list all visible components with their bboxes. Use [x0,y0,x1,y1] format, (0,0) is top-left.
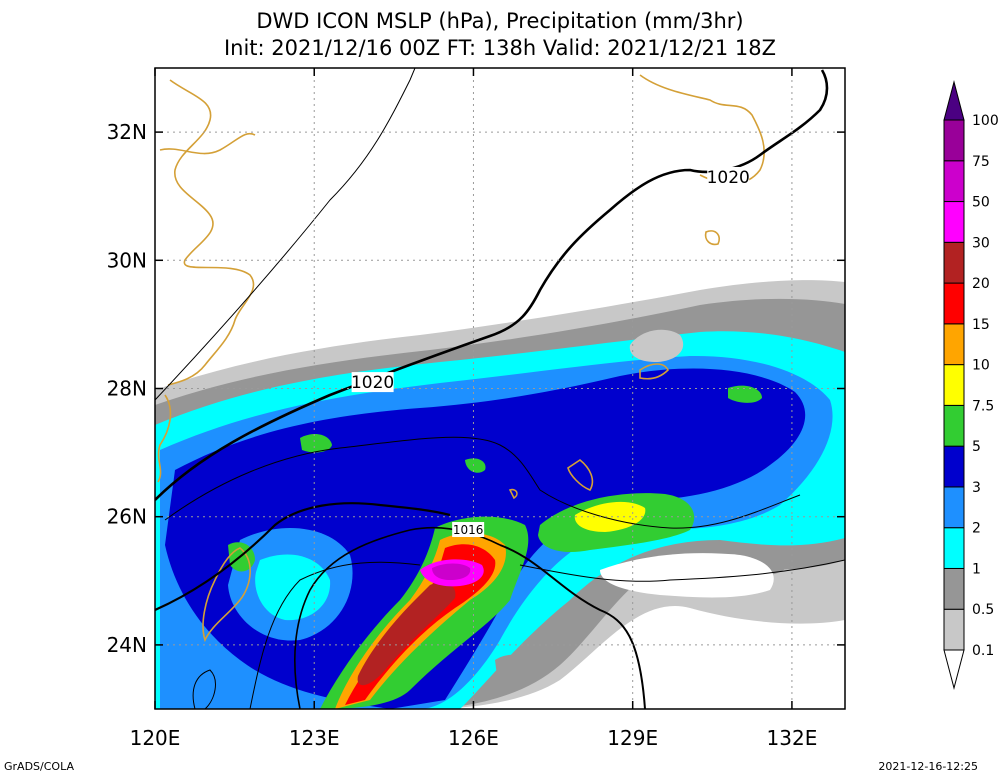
lon-tick-label-4: 132E [767,726,818,750]
colorbar-swatch-2 [943,527,965,569]
isobar-thin-d [519,559,845,582]
isobar-1016-west [294,526,501,709]
colorbar-max-triangle [943,80,965,121]
miyako-island [508,488,518,500]
isobar-label-bg-1 [707,166,750,187]
colorbar-label-10: 30 [972,235,990,251]
isobars [155,68,845,709]
isobar-thin-b [164,436,801,529]
colorbar-label-4: 3 [972,480,981,496]
colorbar-label-3: 2 [972,521,981,537]
colorbar-swatch-7 [943,323,965,366]
isobar-thin-c [249,561,421,709]
precip-5-b [728,385,762,403]
colorbar-swatch-12 [943,119,965,162]
colorbar-min-triangle [943,649,965,690]
colorbar-label-12: 75 [972,154,990,170]
lat-tick-label-3: 30N [107,248,147,272]
colorbar-swatch-4 [943,445,965,488]
amami-island [639,363,669,380]
precip-5-e [465,458,486,473]
lat-tick-label-1: 26N [107,505,147,529]
isobar-1020-south [155,502,451,612]
colorbar-swatch-9 [943,241,965,284]
tanegashima [704,230,721,246]
colorbar-swatch-10 [943,201,965,243]
precip-1-pocket [255,554,331,621]
colorbar-label-11: 50 [972,195,990,211]
footer-timestamp: 2021-12-16-12:25 [878,760,978,773]
lat-tick-label-4: 32N [107,120,147,144]
lon-tick-label-0: 120E [130,726,181,750]
colorbar-label-8: 15 [972,317,990,333]
lon-tick-label-2: 126E [448,726,499,750]
precip-5-a [300,434,332,453]
precip-20 [357,582,456,686]
isobar-label-1: 1020 [707,168,750,188]
map-subtitle: Init: 2021/12/16 00Z FT: 138h Valid: 202… [223,36,777,60]
lat-tick-label-2: 28N [107,377,147,401]
colorbar-label-9: 20 [972,276,990,292]
precipitation-field [155,280,845,709]
isobar-label-bg-0 [351,372,394,393]
isobar-label-2: 1016 [453,523,484,537]
colorbar-label-6: 7.5 [972,398,994,414]
colorbar-label-5: 5 [972,439,981,455]
colorbar-swatch-8 [943,282,965,325]
isobar-1020 [155,69,829,501]
precip-0.5-cell-c [495,654,535,684]
taiwan-coast [202,547,251,643]
colorbar-swatch-0 [943,608,965,651]
colorbar-label-2: 1 [972,561,981,577]
lon-tick-label-1: 123E [289,726,340,750]
colorbar: 0.1 0.5 1 2 3 5 7.5 10 15 20 30 50 75 100 [943,80,999,690]
footer-credit: GrADS/COLA [4,760,74,773]
isobar-thin-e [192,669,216,709]
okinawa-island [567,459,594,491]
colorbar-label-0: 0.1 [972,643,994,659]
colorbar-swatch-6 [943,364,965,406]
zhejiang-coast [157,394,172,483]
precip-50 [432,563,471,580]
isobar-label-bg-2 [452,522,485,538]
colorbar-label-13: 100 [972,113,999,129]
lon-tick-label-3: 129E [607,726,658,750]
precip-0.1-cell-a [629,329,684,362]
axes: 120E 123E 126E 129E 132E 24N 26N 28N 30N 32N [107,68,845,750]
isobar-labels: 1020 1020 1016 [351,166,750,538]
colorbar-label-1: 0.5 [972,602,994,618]
colorbar-swatch-5 [943,404,965,447]
isobar-label-0: 1020 [351,373,394,393]
isobar-1016 [499,544,646,709]
colorbar-swatch-1 [943,567,965,610]
shanghai-coast [159,132,256,155]
colorbar-swatch-11 [943,160,965,203]
isobar-thin-a [155,68,416,401]
precip-7.5 [574,501,646,532]
colorbar-swatch-3 [943,486,965,529]
dry-area [600,553,774,598]
colorbar-label-7: 10 [972,358,990,374]
map-title: DWD ICON MSLP (hPa), Precipitation (mm/3… [256,9,744,33]
lat-tick-label-0: 24N [107,633,147,657]
